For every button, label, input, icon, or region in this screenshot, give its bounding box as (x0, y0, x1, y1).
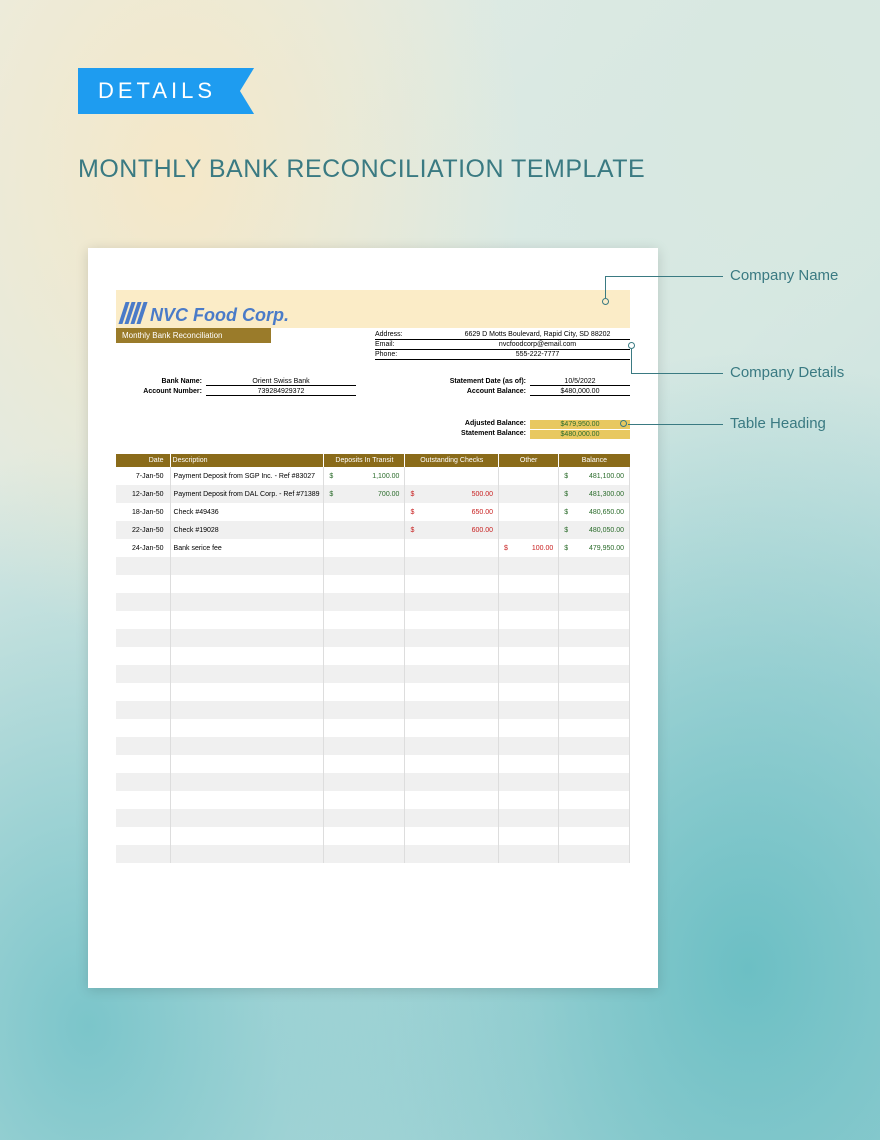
col-date: Date (116, 454, 170, 467)
table-row (116, 827, 630, 845)
table-row (116, 755, 630, 773)
email-label: Email: (375, 341, 445, 348)
table-row (116, 647, 630, 665)
account-number-value: 739284929372 (206, 388, 356, 396)
table-row (116, 683, 630, 701)
statement-balance-value: $480,000.00 (530, 430, 630, 439)
callout-company-details: Company Details (730, 364, 844, 381)
table-row: 24-Jan-50Bank serice fee$100.00$479,950.… (116, 539, 630, 557)
callout-dot (620, 420, 627, 427)
statement-balance-label: Statement Balance: (415, 430, 530, 439)
callout-dot (602, 298, 609, 305)
statement-date-value: 10/5/2022 (530, 378, 630, 386)
table-row (116, 737, 630, 755)
document-subtitle: Monthly Bank Reconciliation (116, 328, 271, 343)
statement-date-label: Statement Date (as of): (415, 378, 530, 386)
page-title: MONTHLY BANK RECONCILIATION TEMPLATE (78, 155, 645, 184)
table-row (116, 665, 630, 683)
col-other: Other (499, 454, 559, 467)
callout-connector (605, 276, 723, 277)
account-number-label: Account Number: (116, 388, 206, 396)
bank-name-value: Orient Swiss Bank (206, 378, 356, 386)
address-label: Address: (375, 331, 445, 338)
col-deposits: Deposits In Transit (324, 454, 405, 467)
callout-connector (628, 424, 723, 425)
table-row (116, 809, 630, 827)
table-row (116, 575, 630, 593)
col-description: Description (170, 454, 324, 467)
phone-label: Phone: (375, 351, 445, 358)
table-row (116, 593, 630, 611)
callout-connector (631, 373, 723, 374)
table-row (116, 719, 630, 737)
col-balance: Balance (559, 454, 630, 467)
table-row (116, 773, 630, 791)
table-row (116, 701, 630, 719)
balance-highlight: Adjusted Balance: $479,950.00 Statement … (415, 420, 630, 440)
table-row: 22-Jan-50Check #19028$600.00$480,050.00 (116, 521, 630, 539)
account-balance-value: $480,000.00 (530, 388, 630, 396)
reconciliation-table: Date Description Deposits In Transit Out… (116, 454, 630, 863)
col-outstanding: Outstanding Checks (405, 454, 499, 467)
callout-connector (605, 276, 606, 298)
logo-icon (122, 302, 144, 324)
details-ribbon: DETAILS (78, 68, 254, 114)
company-name: NVC Food Corp. (150, 305, 289, 326)
table-row (116, 791, 630, 809)
table-row: 18-Jan-50Check #49436$650.00$480,650.00 (116, 503, 630, 521)
table-header-row: Date Description Deposits In Transit Out… (116, 454, 630, 467)
callout-company-name: Company Name (730, 267, 838, 284)
phone-value: 555-222-7777 (445, 351, 630, 358)
table-row (116, 611, 630, 629)
table-row (116, 557, 630, 575)
callout-table-heading: Table Heading (730, 415, 826, 432)
company-banner: NVC Food Corp. (116, 290, 630, 328)
table-row (116, 629, 630, 647)
adjusted-balance-label: Adjusted Balance: (415, 420, 530, 429)
callout-connector (631, 349, 632, 373)
document-preview: NVC Food Corp. Monthly Bank Reconciliati… (88, 248, 658, 988)
email-value: nvcfoodcorp@email.com (445, 341, 630, 348)
bank-name-label: Bank Name: (116, 378, 206, 386)
company-details: Address:6629 D Motts Boulevard, Rapid Ci… (375, 330, 630, 360)
table-row: 7-Jan-50Payment Deposit from SGP Inc. - … (116, 467, 630, 485)
adjusted-balance-value: $479,950.00 (530, 420, 630, 429)
table-row (116, 845, 630, 863)
table-row: 12-Jan-50Payment Deposit from DAL Corp. … (116, 485, 630, 503)
account-balance-label: Account Balance: (415, 388, 530, 396)
address-value: 6629 D Motts Boulevard, Rapid City, SD 8… (445, 331, 630, 338)
account-section: Bank Name: Orient Swiss Bank Statement D… (116, 378, 630, 398)
callout-dot (628, 342, 635, 349)
